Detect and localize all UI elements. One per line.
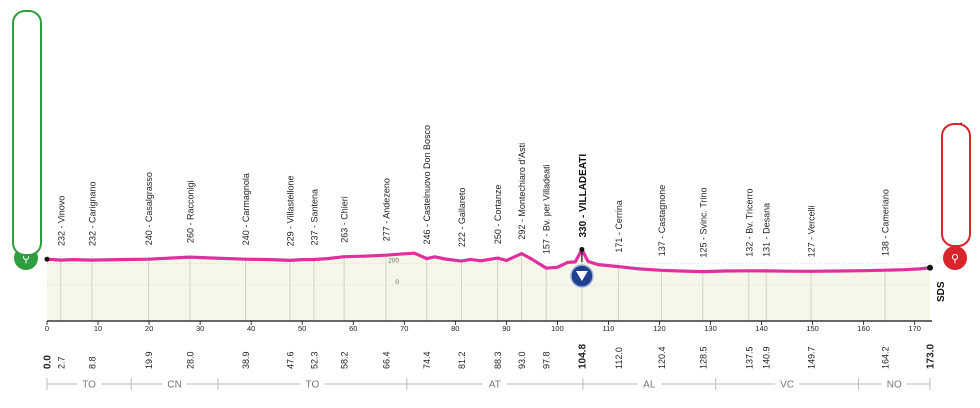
bicycle-icon [943,246,967,270]
distance-label: 81.2 [457,351,467,369]
place-label: 260 - Racconigi [185,181,195,244]
place-label: 232 - Carignano [87,182,97,247]
region-label-bg [882,377,907,391]
km-tick-label: 10 [94,324,102,333]
distance-label: 38.9 [241,351,251,369]
distance-label: 19.9 [144,351,154,369]
finish-banner [941,123,971,247]
place-label: 263 - Chieri [340,196,350,243]
region-label-bg [637,377,662,391]
distance-label: 137.5 [744,346,754,369]
distance-label: 104.8 [577,344,588,369]
distance-label: 28.0 [185,351,195,369]
km-tick-label: 130 [704,324,717,333]
region-label-bg [300,377,325,391]
place-label: 240 - Casalgrasso [144,172,154,245]
place-label: 232 - Vinovo [56,196,66,246]
distance-label: 66.4 [381,351,391,369]
distance-label: 47.6 [285,351,295,369]
place-label: 132 - Bv. Tricerro [744,188,754,256]
place-label: 277 - Andezeno [381,178,391,241]
distance-label: 93.0 [517,351,527,369]
profile-line [46,247,931,274]
km-tick-label: 70 [400,324,408,333]
start-banner [12,10,42,256]
region-label: CN [167,380,181,391]
km-tick-label: 80 [451,324,459,333]
finish-dot [927,264,933,271]
distance-label: 140.9 [762,346,772,369]
region-label: VC [780,380,794,391]
sds-mark: SDS [936,281,947,302]
place-label: 125 - Svinc. Trino [698,188,708,258]
distance-label: 74.4 [422,351,432,369]
region-label: AL [643,380,656,391]
distance-label: 58.2 [340,351,350,369]
place-label: 240 - Carmagnola [241,173,251,245]
distance-label: 128.5 [698,346,708,369]
bicycle-glyph: ⚲ [22,253,30,265]
km-tick-label: 60 [349,324,357,333]
bicycle-glyph: ⚲ [951,253,959,265]
distance-label: 112.0 [614,347,624,369]
km-tick-label: 120 [653,324,666,333]
distance-label: 120.4 [657,346,667,369]
region-label: NO [887,380,902,391]
km-tick-label: 160 [857,324,870,333]
region-label: AT [489,380,501,391]
distance-label: 97.8 [542,351,552,369]
distance-label: 173.0 [926,344,937,369]
summit-label: 330 - VILLADEATI [578,154,589,238]
km-tick-label: 110 [602,324,614,333]
place-label: 237 - Santena [309,189,319,246]
place-label: 171 - Cerrina [614,200,624,253]
place-label: 222 - Gallareto [457,188,467,248]
distance-label: 0.0 [43,355,54,369]
place-label: 127 - Vercelli [807,205,817,257]
region-label-bg [482,377,507,391]
distance-label: 149.7 [807,346,817,369]
region-label: TO [306,380,320,391]
distance-label: 52.3 [309,351,319,369]
gpm-triangle [575,271,588,281]
place-label: 229 - Villastellone [285,175,295,246]
km-tick-label: 50 [298,324,306,333]
place-label: 137 - Castagnone [657,185,667,257]
place-label: 246 - Castelnuovo Don Bosco [422,125,432,245]
place-label: 131 - Desana [762,203,772,257]
region-label-bg [77,377,102,391]
place-label: 292 - Montechiaro d'Asti [517,143,527,240]
distance-label: 88.3 [493,351,503,369]
km-tick-label: 140 [755,324,768,333]
summit-dot [579,247,585,253]
km-tick-label: 30 [196,324,204,333]
elevation-tick-label: 200 [388,258,399,265]
region-label: TO [82,380,96,391]
distance-label: 8.8 [87,356,97,369]
km-tick-label: 100 [551,324,564,333]
start-dot [44,256,50,262]
km-tick-label: 0 [45,324,49,333]
region-label-bg [775,377,800,391]
km-tick-label: 20 [145,324,153,333]
distance-label: 164.2 [881,346,891,369]
distance-label: 2.7 [56,356,66,369]
place-label: 157 - Bv. per Villadeati [542,164,552,254]
place-label: 138 - Cameriano [881,189,891,256]
place-label: 250 - Cortanze [493,185,503,245]
elevation-tick-label: 0 [395,279,399,286]
km-tick-label: 40 [247,324,255,333]
region-label-bg [162,377,187,391]
km-tick-label: 90 [502,324,510,333]
km-tick-label: 170 [908,324,921,333]
km-tick-label: 150 [806,324,819,333]
